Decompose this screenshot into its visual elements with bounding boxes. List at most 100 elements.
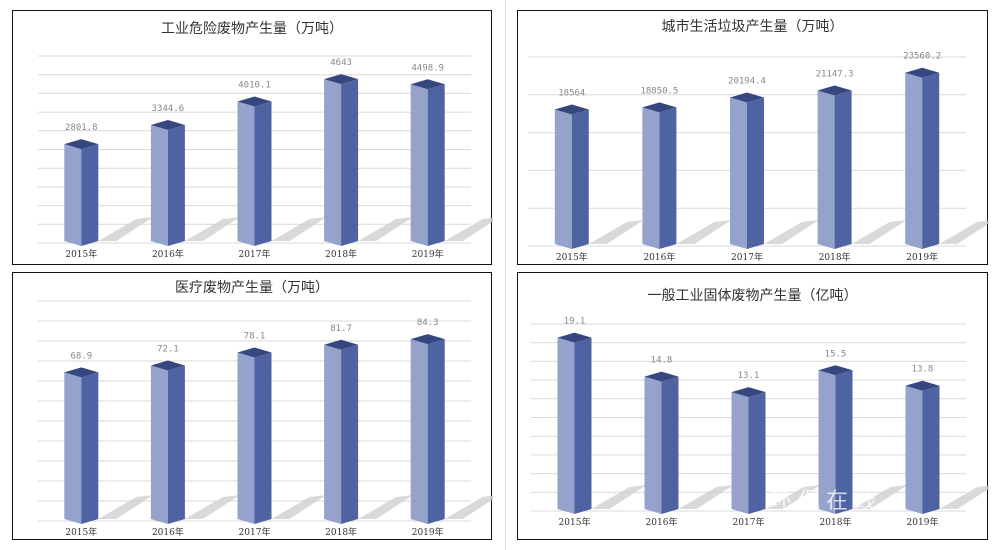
x-tick-label: 2018年	[819, 251, 851, 263]
bar-top-face	[905, 380, 940, 391]
data-label: 13.1	[738, 371, 760, 381]
bar-side-face	[574, 337, 592, 514]
bar-side-face	[747, 97, 764, 250]
bar-front-face	[237, 101, 255, 246]
chart-municipal-waste: 城市生活垃圾产生量（万吨） 18564 2015年 18850.5 2016年 2019…	[517, 10, 989, 265]
bar-front-face	[237, 352, 255, 524]
separator	[505, 0, 506, 550]
bar-front-face	[64, 144, 82, 246]
x-tick-label: 2017年	[731, 251, 763, 263]
bar-shadow	[184, 495, 240, 519]
bar-shadow	[98, 217, 154, 241]
bar-front-face	[150, 124, 168, 246]
bar-top-face	[554, 104, 589, 115]
bar-top-face	[324, 74, 359, 85]
bar-side-face	[167, 365, 185, 524]
chart-industrial-solid-waste: 一般工业固体废物产生量（亿吨） 19.1 2015年 14.8 2016年 13.1 20…	[517, 272, 989, 540]
data-label: 14.8	[651, 356, 673, 366]
bar-side-face	[427, 339, 445, 524]
bar-top-face	[64, 367, 99, 378]
bar-front-face	[554, 109, 572, 249]
bar-side-face	[835, 370, 853, 514]
x-tick-label: 2016年	[152, 248, 184, 260]
bar-shadow	[444, 495, 493, 519]
bar-shadow	[939, 485, 989, 509]
bar-top-face	[237, 347, 272, 358]
bar-top-face	[410, 79, 445, 90]
x-tick-label: 2016年	[152, 526, 184, 538]
data-label: 4643	[330, 58, 352, 68]
bar-shadow	[98, 495, 154, 519]
bar-shadow	[678, 485, 734, 509]
bar-top-face	[557, 332, 592, 343]
chart-hazardous-waste: 工业危险废物产生量（万吨） 2801.8 2015年 3344.6 2016年 4010…	[12, 10, 493, 265]
data-label: 19.1	[564, 317, 586, 327]
bar-front-face	[731, 392, 749, 514]
bar-shadow	[939, 220, 989, 244]
data-label: 4010.1	[238, 81, 271, 91]
bar-top-face	[644, 371, 679, 382]
bar-front-face	[644, 376, 662, 514]
data-label: 18850.5	[640, 86, 678, 96]
chart-title: 医疗废物产生量（万吨）	[175, 280, 329, 296]
bar-side-face	[167, 124, 185, 246]
data-label: 68.9	[70, 351, 92, 361]
data-label: 23560.2	[903, 52, 941, 62]
bar-front-face	[905, 72, 923, 249]
bar-side-face	[571, 109, 589, 249]
bar-shadow	[765, 485, 821, 509]
chart-title: 城市生活垃圾产生量（万吨）	[661, 19, 844, 35]
bar-front-face	[905, 385, 923, 514]
bar-front-face	[410, 84, 428, 246]
bar-top-face	[642, 102, 677, 113]
bar-side-face	[341, 344, 359, 524]
bar-front-face	[557, 337, 575, 514]
bar-side-face	[427, 84, 445, 246]
bar-side-face	[341, 79, 359, 247]
x-tick-label: 2018年	[325, 248, 357, 260]
chart-title: 工业危险废物产生量（万吨）	[161, 21, 343, 37]
x-tick-label: 2015年	[556, 251, 588, 263]
x-tick-label: 2015年	[65, 248, 97, 260]
bar-top-face	[731, 387, 766, 398]
bar-side-face	[834, 90, 852, 249]
bar-top-face	[64, 139, 99, 150]
bar-side-face	[254, 101, 272, 246]
bar-front-face	[64, 372, 82, 524]
bar-side-face	[661, 376, 679, 514]
x-tick-label: 2017年	[239, 248, 271, 260]
bar-shadow	[851, 220, 907, 244]
data-label: 84.3	[417, 318, 439, 328]
bar-side-face	[922, 72, 940, 249]
bar-side-face	[81, 144, 99, 246]
bar-shadow	[271, 495, 327, 519]
data-label: 20194.4	[728, 76, 766, 86]
data-label: 72.1	[157, 344, 179, 354]
bar-shadow	[271, 217, 327, 241]
bar-front-face	[818, 370, 836, 514]
x-tick-label: 2016年	[646, 516, 678, 528]
bar-side-face	[748, 392, 766, 514]
x-tick-label: 2015年	[559, 516, 591, 528]
data-label: 21147.3	[816, 69, 854, 79]
chart-svg: 2801.8 2015年 3344.6 2016年 4010.1 2017年 4643 201…	[38, 55, 493, 260]
bar-top-face	[150, 360, 185, 371]
x-tick-label: 2018年	[820, 516, 852, 528]
x-tick-label: 2017年	[239, 526, 271, 538]
data-label: 81.7	[330, 324, 352, 334]
bar-shadow	[764, 220, 819, 244]
bar-shadow	[184, 217, 240, 241]
bar-shadow	[358, 217, 414, 241]
chart-svg: 19.1 2015年 14.8 2016年 13.1 2017年 15.5 2018年 13.8…	[531, 317, 989, 528]
data-label: 15.5	[825, 349, 847, 359]
bar-side-face	[81, 372, 99, 524]
bar-top-face	[324, 339, 359, 350]
bar-shadow	[444, 217, 493, 241]
bar-side-face	[254, 352, 272, 524]
bar-shadow	[591, 485, 647, 509]
bar-front-face	[150, 365, 168, 524]
bar-front-face	[324, 344, 342, 524]
data-label: 3344.6	[152, 104, 185, 114]
x-tick-label: 2019年	[412, 248, 444, 260]
bar-front-face	[410, 339, 428, 524]
